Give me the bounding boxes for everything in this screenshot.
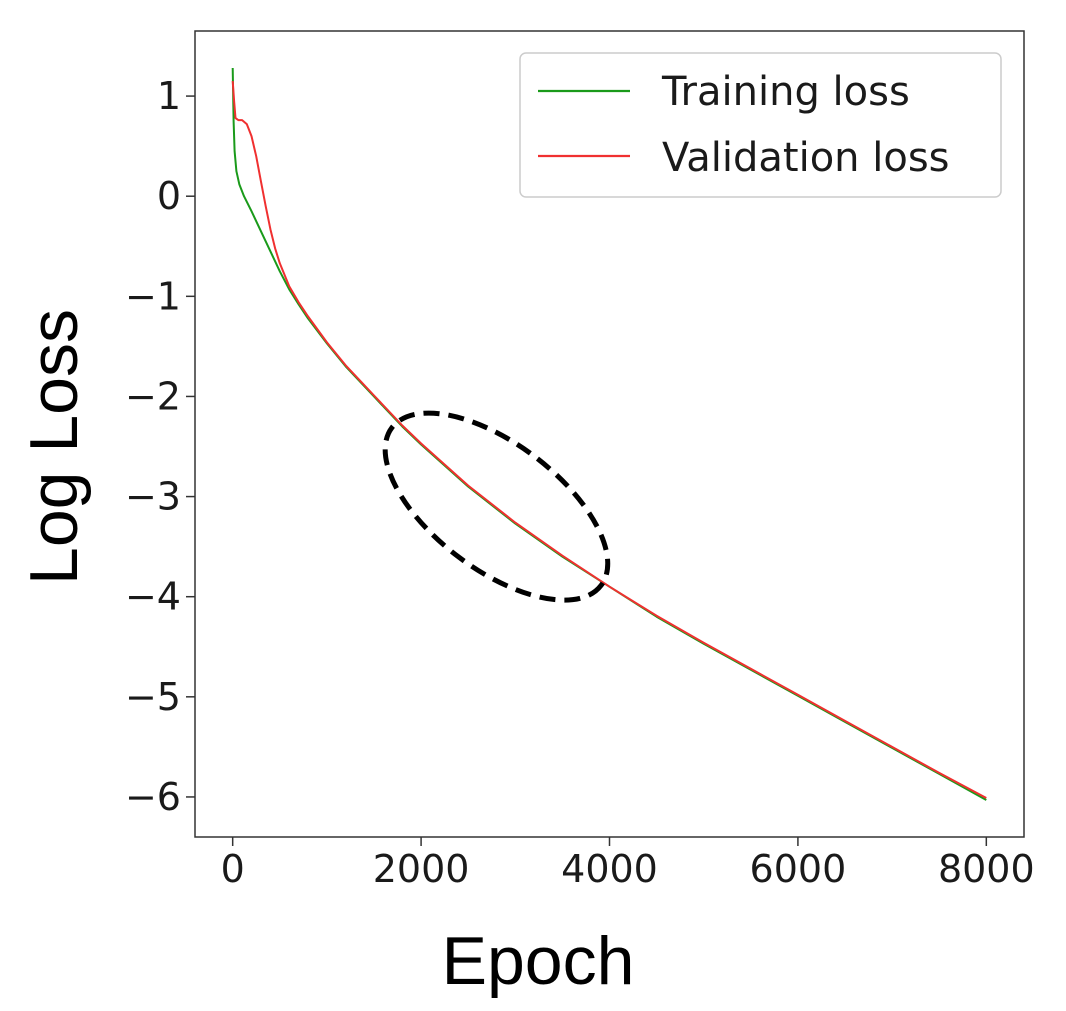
x-tick-label: 8000 [938,847,1035,891]
x-axis-title: Epoch [442,923,635,999]
legend-box [519,52,1002,198]
y-tick-label: −2 [125,374,181,418]
legend-label-training: Training loss [661,69,910,115]
x-tick-label: 2000 [373,847,470,891]
y-tick-label: 1 [157,74,181,118]
ticks-layer: 0 2000 4000 6000 8000 1 0 −1 −2 −3 −4 −5 −6 [125,74,1035,891]
x-tick-label: 0 [221,847,245,891]
y-tick-label: −3 [125,475,181,519]
legend-label-validation: Validation loss [662,135,950,181]
legend: Training loss Validation loss [519,52,1002,198]
series-layer [231,67,987,801]
x-tick-label: 4000 [561,847,658,891]
y-tick-label: −1 [125,274,181,318]
y-tick-label: −5 [125,675,181,719]
validation-loss-line [231,81,987,799]
annotation-layer [382,410,611,603]
plot-area-frame [194,30,1025,838]
x-tick-label: 6000 [750,847,847,891]
y-tick-label: −6 [125,775,181,819]
y-tick-label: 0 [157,174,181,218]
y-tick-label: −4 [125,575,181,619]
y-axis-title: Log Loss [16,309,92,585]
highlight-ellipse [382,410,611,603]
